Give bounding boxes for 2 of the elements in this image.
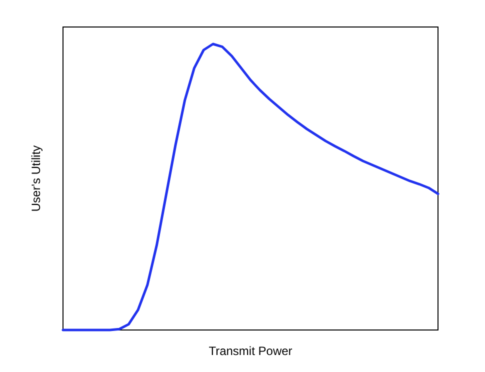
x-axis-title: Transmit Power	[208, 344, 292, 358]
y-axis-title: User's Utility	[29, 145, 43, 212]
